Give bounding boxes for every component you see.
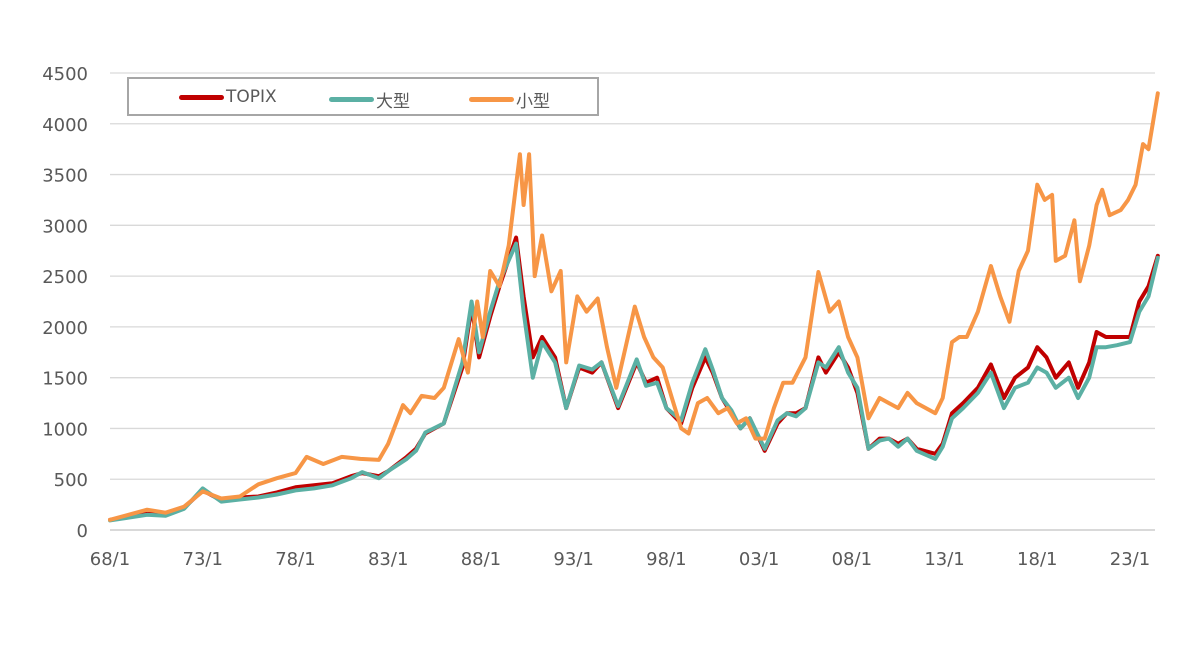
y-tick-label: 0 (77, 521, 88, 542)
legend-label: 小型 (516, 92, 550, 112)
y-tick-label: 4500 (42, 64, 88, 85)
x-tick-label: 83/1 (368, 549, 408, 570)
series-line-small (108, 91, 1160, 522)
y-tick-label: 2500 (42, 267, 88, 288)
y-tick-label: 1500 (42, 369, 88, 390)
legend-swatch (329, 97, 374, 102)
y-axis: 0 500 1000 1500 2000 2500 3000 3500 4000 4500 (42, 64, 88, 542)
y-tick-label: 3500 (42, 166, 88, 187)
x-tick-label: 13/1 (924, 549, 964, 570)
y-tick-label: 500 (54, 470, 88, 491)
gridlines (110, 72, 1155, 531)
x-tick-label: 98/1 (646, 549, 686, 570)
series-lines (108, 91, 1160, 523)
x-tick-label: 93/1 (553, 549, 593, 570)
legend-label: TOPIX (226, 87, 277, 107)
series-line-large (108, 241, 1160, 523)
series-line-topix (108, 235, 1160, 522)
x-tick-label: 03/1 (739, 549, 779, 570)
x-tick-label: 88/1 (461, 549, 501, 570)
legend-swatch (179, 94, 224, 100)
x-tick-label: 18/1 (1017, 549, 1057, 570)
legend-swatch (469, 97, 514, 102)
x-tick-label: 78/1 (275, 549, 315, 570)
y-tick-label: 4000 (42, 115, 88, 136)
x-tick-label: 23/1 (1110, 549, 1150, 570)
y-tick-label: 2000 (42, 318, 88, 339)
legend-label: 大型 (376, 92, 410, 112)
x-axis: 68/1 73/1 78/1 83/1 88/1 93/1 98/1 03/1 08/1 13/1… (90, 549, 1150, 570)
legend: TOPIX 大型 小型 (127, 77, 599, 116)
x-tick-label: 08/1 (832, 549, 872, 570)
x-tick-label: 68/1 (90, 549, 130, 570)
y-tick-label: 1000 (42, 419, 88, 440)
x-tick-label: 73/1 (183, 549, 223, 570)
legend-item-large: 大型 (329, 87, 410, 112)
legend-item-small: 小型 (469, 87, 550, 112)
y-tick-label: 3000 (42, 216, 88, 237)
legend-item-topix: TOPIX (179, 87, 277, 107)
